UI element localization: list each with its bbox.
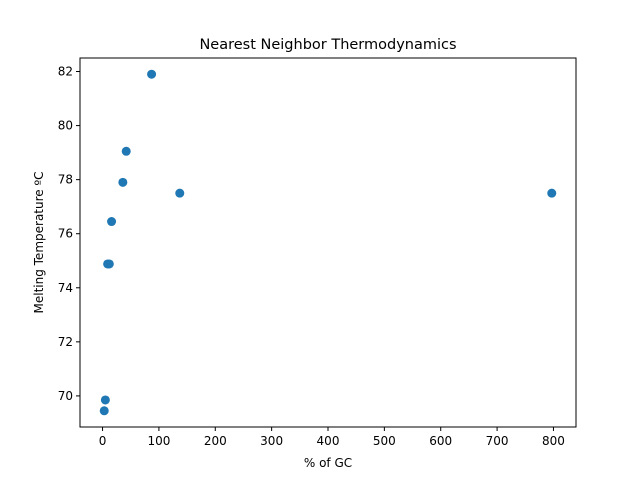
scatter-point — [175, 188, 185, 198]
x-tick-label: 700 — [486, 434, 509, 448]
scatter-point — [100, 395, 110, 405]
y-tick-label: 76 — [58, 227, 73, 241]
x-axis-label: % of GC — [304, 456, 352, 470]
x-tick-label: 600 — [429, 434, 452, 448]
x-tick-label: 800 — [542, 434, 565, 448]
x-tick-label: 300 — [260, 434, 283, 448]
scatter-point — [99, 406, 109, 416]
scatter-point — [121, 146, 131, 156]
points-layer — [99, 69, 557, 416]
scatter-point — [104, 259, 114, 269]
y-tick-label: 80 — [58, 119, 73, 133]
plot-frame — [79, 57, 577, 428]
x-tick-label: 500 — [373, 434, 396, 448]
y-axis-label: Melting Temperature ºC — [32, 171, 46, 313]
x-tick-label: 0 — [99, 434, 107, 448]
scatter-point — [107, 217, 117, 227]
x-tick-label: 400 — [317, 434, 340, 448]
y-tick-label: 78 — [58, 173, 73, 187]
y-tick-label: 70 — [58, 389, 73, 403]
x-tick-label: 100 — [147, 434, 170, 448]
chart-title: Nearest Neighbor Thermodynamics — [199, 37, 456, 53]
scatter-point — [547, 188, 557, 198]
x-tick-label: 200 — [204, 434, 227, 448]
ticks-layer: 0 100 200 300 400 500 600 700 800 70 72 74 76 78 80 82 — [58, 65, 565, 448]
y-tick-label: 82 — [58, 65, 73, 79]
y-tick-label: 72 — [58, 335, 73, 349]
scatter-point — [118, 177, 128, 187]
y-tick-label: 74 — [58, 281, 73, 295]
scatter-point — [147, 69, 157, 79]
